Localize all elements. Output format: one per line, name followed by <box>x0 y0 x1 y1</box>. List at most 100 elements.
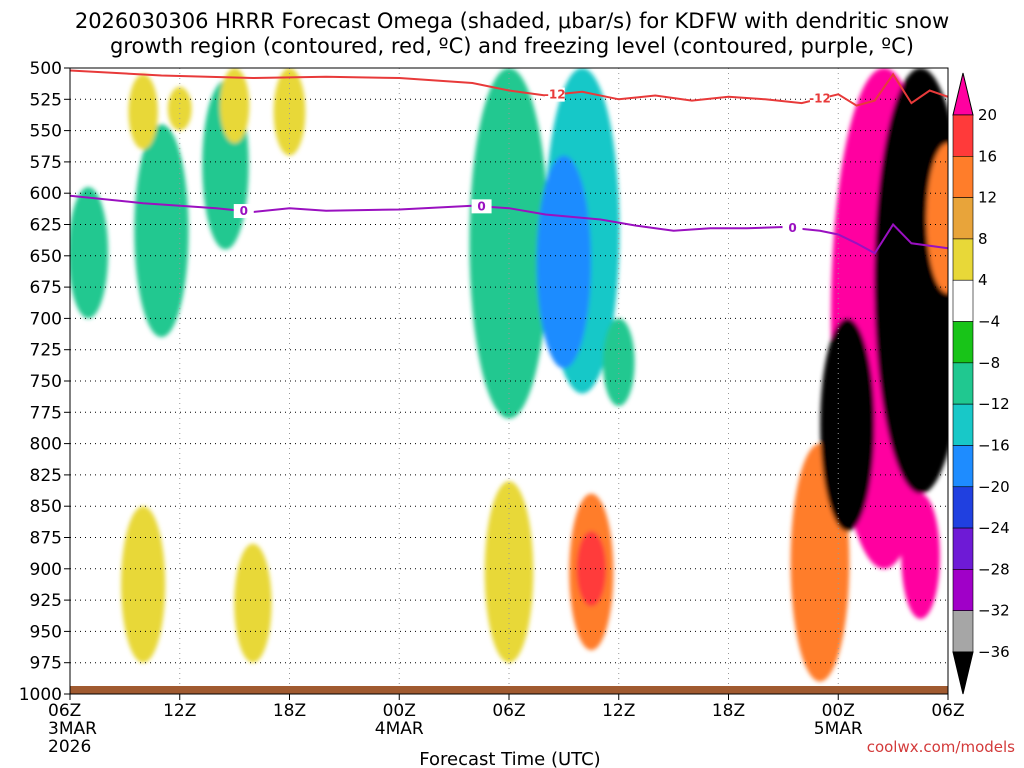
colorbar-label-4: 4 <box>978 271 988 289</box>
x-tick-label-7: 00Z <box>822 701 855 721</box>
x-tick-label-5: 12Z <box>602 701 635 721</box>
y-tick-label-18: 950 <box>30 622 62 642</box>
y-tick-label-8: 700 <box>30 309 62 329</box>
x-tick-label-8: 06Z <box>931 701 964 721</box>
contour-label-0-0: -12 <box>544 88 566 102</box>
colorbar-segment-13 <box>952 610 974 653</box>
contour-label-bg-1-1 <box>471 199 492 214</box>
x-tick-label-3: 00Z <box>383 701 416 721</box>
shaded-region-0 <box>70 186 109 319</box>
contour-label-bg-0-1 <box>809 91 830 106</box>
y-tick-label-10: 750 <box>30 372 62 392</box>
colorbar-segment-4 <box>952 238 974 281</box>
chart-title-line-2: growth region (contoured, red, ºC) and f… <box>110 34 914 58</box>
colorbar-label-5: −4 <box>978 313 1000 331</box>
colorbar-label-7: −12 <box>978 395 1010 413</box>
y-tick-label-15: 875 <box>30 529 62 549</box>
contour-line-0 <box>70 69 948 107</box>
contour-label-bg-1-0 <box>233 204 254 219</box>
colorbar: 20 16 12 8 4 −4 −8 −12 −16 −20 −24 −28 −32 −36 <box>952 72 1010 695</box>
colorbar-segment-6 <box>952 321 974 364</box>
y-tick-label-5: 625 <box>30 216 62 236</box>
colorbar-segment-1 <box>952 114 974 157</box>
shaded-region-12 <box>576 531 607 607</box>
y-tick-label-4: 600 <box>30 184 62 204</box>
colorbar-segment-9 <box>952 445 974 488</box>
x-tick-date-7: 5MAR <box>814 719 863 739</box>
contour-label-1-2: 0 <box>788 221 796 235</box>
y-tick-label-6: 650 <box>30 247 62 267</box>
chart-title-line-1: 2026030306 HRRR Forecast Omega (shaded, … <box>75 9 949 33</box>
colorbar-label-9: −20 <box>978 478 1010 496</box>
colorbar-top-arrow <box>952 72 974 116</box>
colorbar-label-2: 12 <box>978 189 997 207</box>
shaded-region-9 <box>536 155 592 369</box>
colorbar-label-11: −28 <box>978 560 1010 578</box>
colorbar-label-1: 16 <box>978 147 997 165</box>
colorbar-segment-3 <box>952 197 974 240</box>
colorbar-label-8: −16 <box>978 436 1010 454</box>
contour-label-0-1: -12 <box>809 92 831 106</box>
x-axis-label: Forecast Time (UTC) <box>419 749 600 768</box>
y-axis: 500 525 550 575 600 625 650 675 700 725 750 775 800 8… <box>19 59 70 705</box>
y-tick-label-13: 825 <box>30 466 62 486</box>
shaded-region-3 <box>128 74 158 150</box>
colorbar-segment-5 <box>952 279 974 322</box>
y-tick-label-16: 900 <box>30 560 62 580</box>
contour-label-bg-0-0 <box>544 87 565 102</box>
y-tick-label-19: 975 <box>30 654 62 674</box>
y-tick-label-17: 925 <box>30 591 62 611</box>
x-tick-date-0: 3MAR <box>48 719 97 739</box>
x-tick-label-0: 06Z <box>48 701 81 721</box>
shaded-region-19 <box>820 318 875 532</box>
x-tick-label-1: 12Z <box>163 701 196 721</box>
y-tick-label-0: 500 <box>30 59 62 79</box>
colorbar-label-3: 8 <box>978 230 988 248</box>
colorbar-segment-2 <box>952 156 974 198</box>
y-tick-label-14: 850 <box>30 497 62 517</box>
contour-label-1-1: 0 <box>477 199 485 213</box>
colorbar-label-0: 20 <box>978 106 997 124</box>
shading-blur-group <box>70 68 948 682</box>
contour-label-1-0: 0 <box>240 204 248 218</box>
shaded-region-20 <box>901 493 940 619</box>
shaded-region-6 <box>273 68 306 156</box>
colorbar-label-12: −32 <box>978 602 1010 620</box>
y-tick-label-7: 675 <box>30 278 62 298</box>
shaded-region-21 <box>926 143 948 294</box>
omega-shading <box>70 68 948 682</box>
y-tick-label-12: 800 <box>30 435 62 455</box>
y-tick-label-2: 550 <box>30 122 62 142</box>
colorbar-segment-8 <box>952 403 974 446</box>
credit-text: coolwx.com/models <box>867 738 1015 756</box>
y-tick-label-3: 575 <box>30 153 62 173</box>
colorbar-segment-7 <box>952 362 974 405</box>
shaded-region-18 <box>874 68 948 494</box>
x-tick-label-2: 18Z <box>273 701 306 721</box>
colorbar-segment-11 <box>952 527 974 570</box>
colorbar-segment-12 <box>952 569 974 611</box>
x-tick-label-4: 06Z <box>492 701 525 721</box>
colorbar-label-6: −8 <box>978 354 1000 372</box>
plot-area: -12 -12 0 0 0 <box>69 67 949 695</box>
x-tick-label-6: 18Z <box>712 701 745 721</box>
colorbar-bottom-arrow <box>952 651 974 695</box>
shaded-region-15 <box>121 506 166 663</box>
colorbar-label-13: −36 <box>978 643 1010 661</box>
y-tick-label-20: 1000 <box>19 685 62 705</box>
contour-label-bg-1-2 <box>782 220 803 235</box>
shaded-region-5 <box>219 68 250 144</box>
shaded-region-13 <box>484 481 534 663</box>
colorbar-segment-10 <box>952 486 974 529</box>
shaded-region-1 <box>134 124 189 338</box>
y-tick-label-1: 525 <box>30 90 62 110</box>
x-tick-year-0: 2026 <box>48 737 91 757</box>
y-tick-label-9: 725 <box>30 341 62 361</box>
contour-line-1 <box>70 194 948 255</box>
shaded-region-14 <box>234 543 272 663</box>
terrain-band <box>70 686 948 694</box>
colorbar-label-10: −24 <box>978 519 1010 537</box>
x-tick-date-3: 4MAR <box>375 719 424 739</box>
